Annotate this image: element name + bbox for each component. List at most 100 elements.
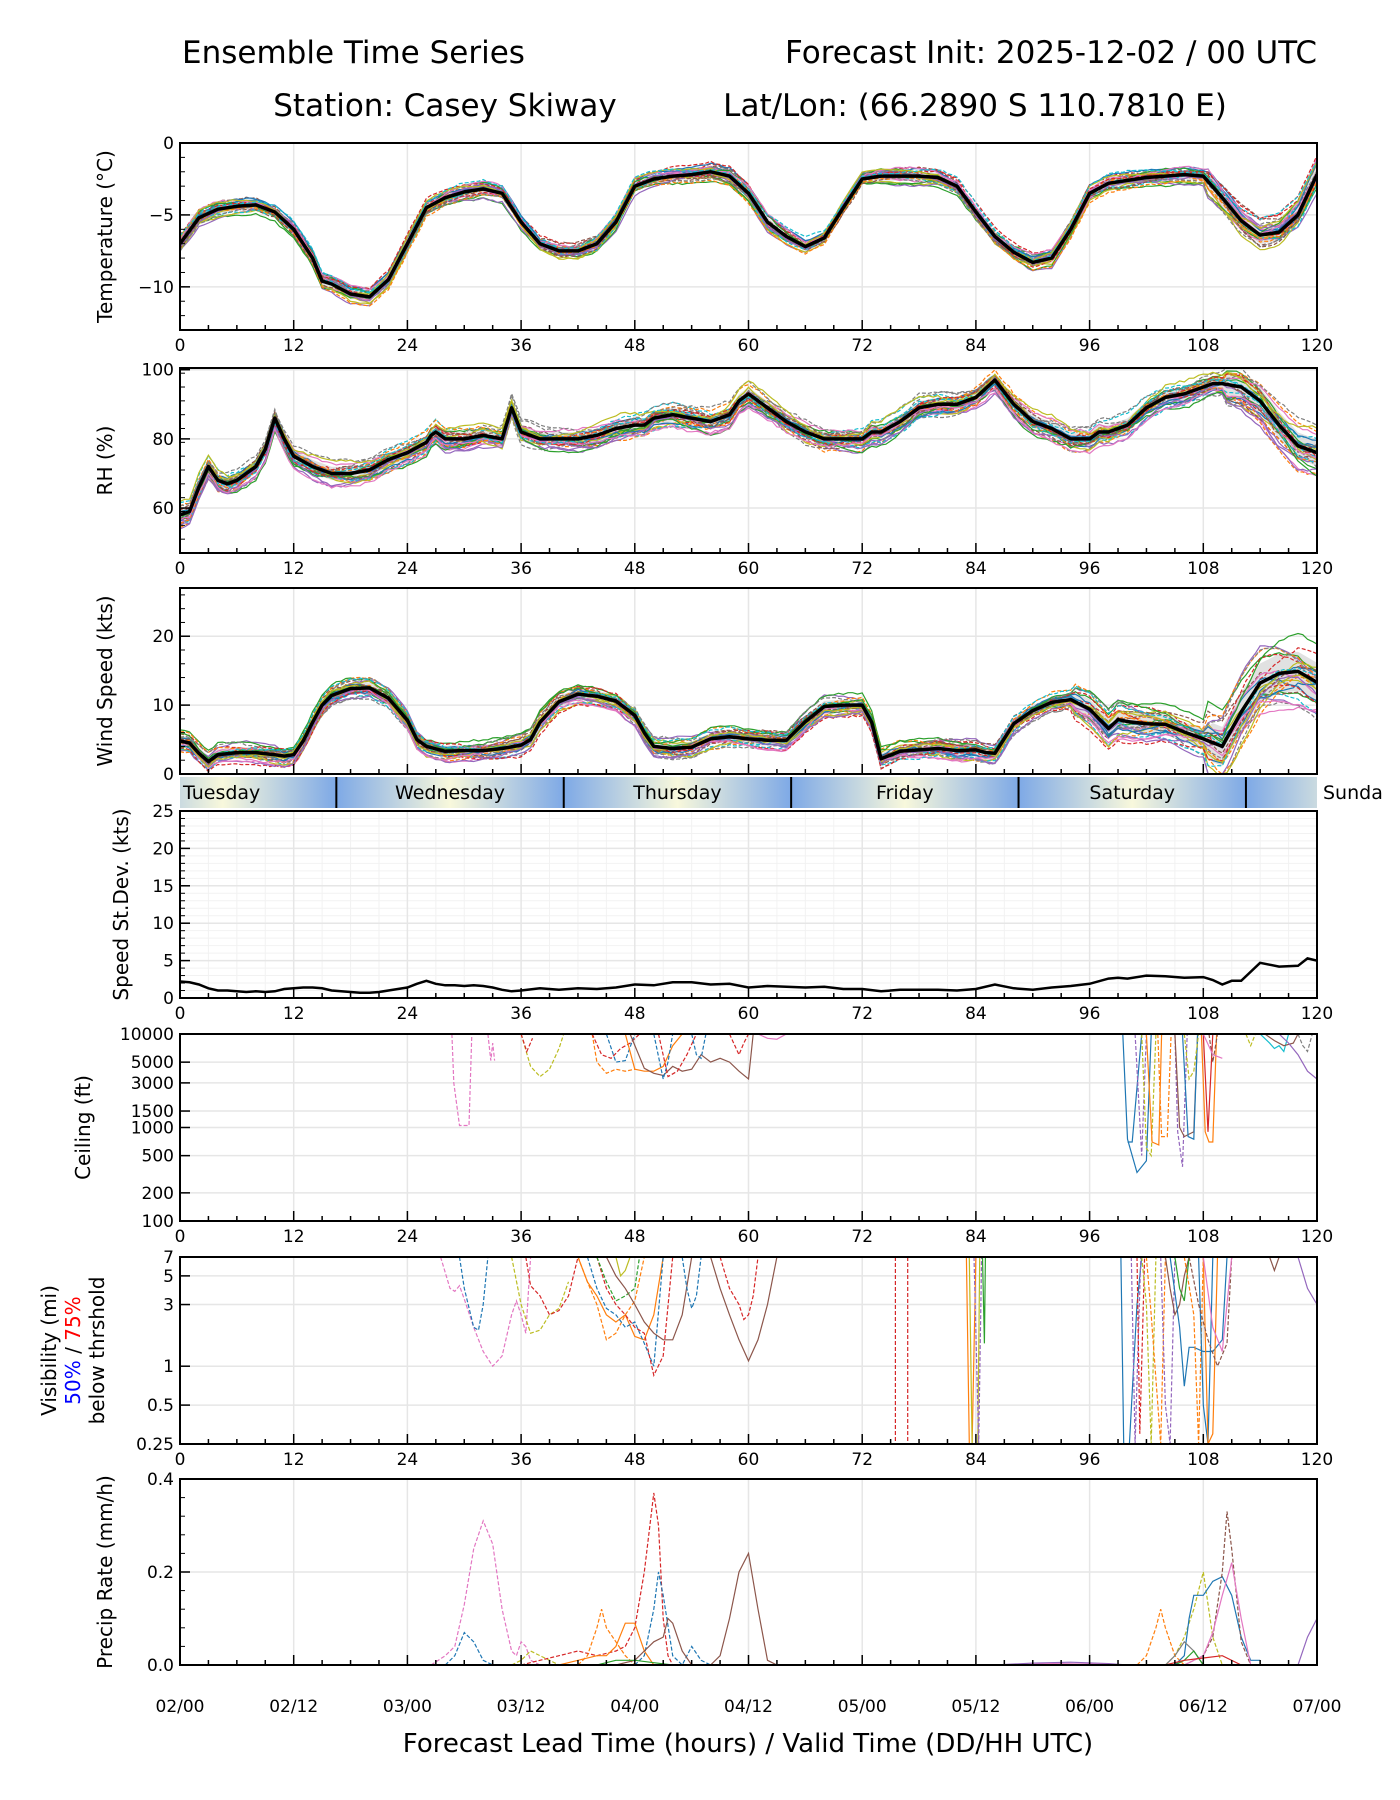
x-tick-label: 120 — [1301, 1227, 1333, 1247]
x-tick-label: 120 — [1301, 1450, 1333, 1470]
panel-3: 0 12 24 36 48 60 72 84 96 108 120 0 5 10 15 20 25 Speed S… — [109, 802, 1333, 1024]
x-tick-label: 120 — [1301, 1004, 1333, 1024]
member-trace — [1202, 1034, 1214, 1132]
day-label: Sunda — [1323, 782, 1383, 804]
member-trace — [710, 1257, 778, 1363]
y-tick-label: 10 — [152, 696, 174, 716]
valid-time-label: 03/00 — [383, 1697, 432, 1717]
member-trace — [1183, 1257, 1204, 1444]
member-trace — [634, 1571, 711, 1665]
member-trace — [487, 1034, 496, 1061]
member-trace — [1134, 1034, 1147, 1156]
y-tick-label: −5 — [149, 206, 174, 226]
member-trace — [591, 1034, 640, 1060]
station-name: Station: Casey Skiway — [273, 88, 617, 124]
x-tick-label: 12 — [283, 559, 305, 579]
member-trace — [1174, 1257, 1190, 1302]
x-tick-label: 36 — [510, 1227, 532, 1247]
x-tick-label: 0 — [175, 1004, 186, 1024]
x-tick-label: 12 — [283, 336, 305, 356]
y-tick-label: 7 — [163, 1248, 174, 1268]
x-tick-label: 36 — [510, 1450, 532, 1470]
member-trace — [525, 1257, 579, 1316]
y-tick-label: −10 — [138, 278, 174, 298]
member-trace — [1297, 1257, 1317, 1305]
valid-time-label: 06/12 — [1179, 1697, 1228, 1717]
y-tick-label: 3000 — [131, 1074, 174, 1094]
day-label: Tuesday — [182, 782, 260, 804]
plot-area — [180, 155, 1317, 307]
x-tick-label: 108 — [1187, 1227, 1219, 1247]
valid-time-label: 02/00 — [156, 1697, 205, 1717]
x-tick-label: 12 — [283, 1450, 305, 1470]
member-trace — [511, 1257, 570, 1334]
y-axis-label: Ceiling (ft) — [71, 1075, 95, 1180]
x-tick-label: 0 — [175, 559, 186, 579]
x-tick-label: 36 — [510, 1004, 532, 1024]
day-segment — [791, 777, 1019, 808]
x-tick-label: 72 — [851, 559, 873, 579]
member-trace — [596, 1257, 674, 1378]
x-tick-label: 24 — [397, 559, 419, 579]
y-tick-label: 20 — [152, 627, 174, 647]
y-tick-label: 100 — [142, 361, 174, 381]
member-trace — [1200, 1034, 1218, 1143]
x-tick-label: 108 — [1187, 559, 1219, 579]
member-trace — [981, 1257, 987, 1344]
member-line — [180, 688, 1317, 770]
member-trace — [577, 1609, 636, 1665]
x-tick-label: 48 — [624, 1004, 646, 1024]
member-line — [180, 647, 1317, 759]
member-trace — [520, 1492, 683, 1665]
y-tick-label: 0.4 — [147, 1470, 174, 1490]
y-axis-label: RH (%) — [93, 426, 117, 496]
x-tick-label: 72 — [851, 1227, 873, 1247]
member-trace — [973, 1257, 983, 1444]
member-trace — [520, 1034, 565, 1078]
valid-time-label: 05/00 — [838, 1697, 887, 1717]
y-tick-label: 3 — [163, 1296, 174, 1316]
x-tick-label: 24 — [397, 1450, 419, 1470]
member-trace — [1122, 1034, 1152, 1174]
day-label: Friday — [876, 782, 934, 804]
plot-area — [180, 368, 1317, 530]
member-trace — [1202, 1034, 1223, 1059]
x-tick-label: 72 — [851, 1004, 873, 1024]
member-trace — [1130, 1257, 1142, 1444]
x-tick-label: 24 — [397, 336, 419, 356]
x-tick-label: 12 — [283, 1227, 305, 1247]
ensemble-mean-line — [180, 170, 1317, 299]
member-trace — [586, 1257, 664, 1367]
x-tick-label: 108 — [1187, 1450, 1219, 1470]
member-trace — [1183, 1034, 1200, 1081]
vis-sep: / — [61, 1341, 85, 1360]
y-tick-label: 1000 — [131, 1119, 174, 1139]
member-trace — [430, 1519, 541, 1665]
member-trace — [1174, 1575, 1261, 1665]
valid-time-label: 05/12 — [951, 1697, 1000, 1717]
member-trace — [728, 1034, 750, 1057]
x-tick-label: 84 — [965, 1227, 987, 1247]
y-axis-label: Temperature (°C) — [93, 150, 117, 324]
y-axis-label-line3: below thrshold — [85, 1277, 109, 1425]
member-trace — [965, 1257, 977, 1444]
x-tick-label: 0 — [175, 1227, 186, 1247]
member-trace — [596, 1257, 641, 1302]
x-tick-label: 96 — [1079, 336, 1101, 356]
member-line — [180, 669, 1317, 762]
member-line — [180, 176, 1317, 307]
x-tick-label: 60 — [738, 559, 760, 579]
member-trace — [1202, 1257, 1219, 1444]
y-axis-label: Wind Speed (kts) — [93, 595, 117, 766]
y-tick-label: 0 — [163, 134, 174, 154]
x-tick-label: 24 — [397, 1227, 419, 1247]
member-trace — [757, 1034, 787, 1040]
plot-area — [430, 1492, 1317, 1665]
y-tick-label: 5 — [163, 952, 174, 972]
member-trace — [1259, 1034, 1290, 1053]
x-tick-label: 120 — [1301, 336, 1333, 356]
x-axis-label: Forecast Lead Time (hours) / Valid Time … — [403, 1729, 1093, 1759]
y-tick-label: 20 — [152, 839, 174, 859]
x-tick-label: 36 — [510, 336, 532, 356]
